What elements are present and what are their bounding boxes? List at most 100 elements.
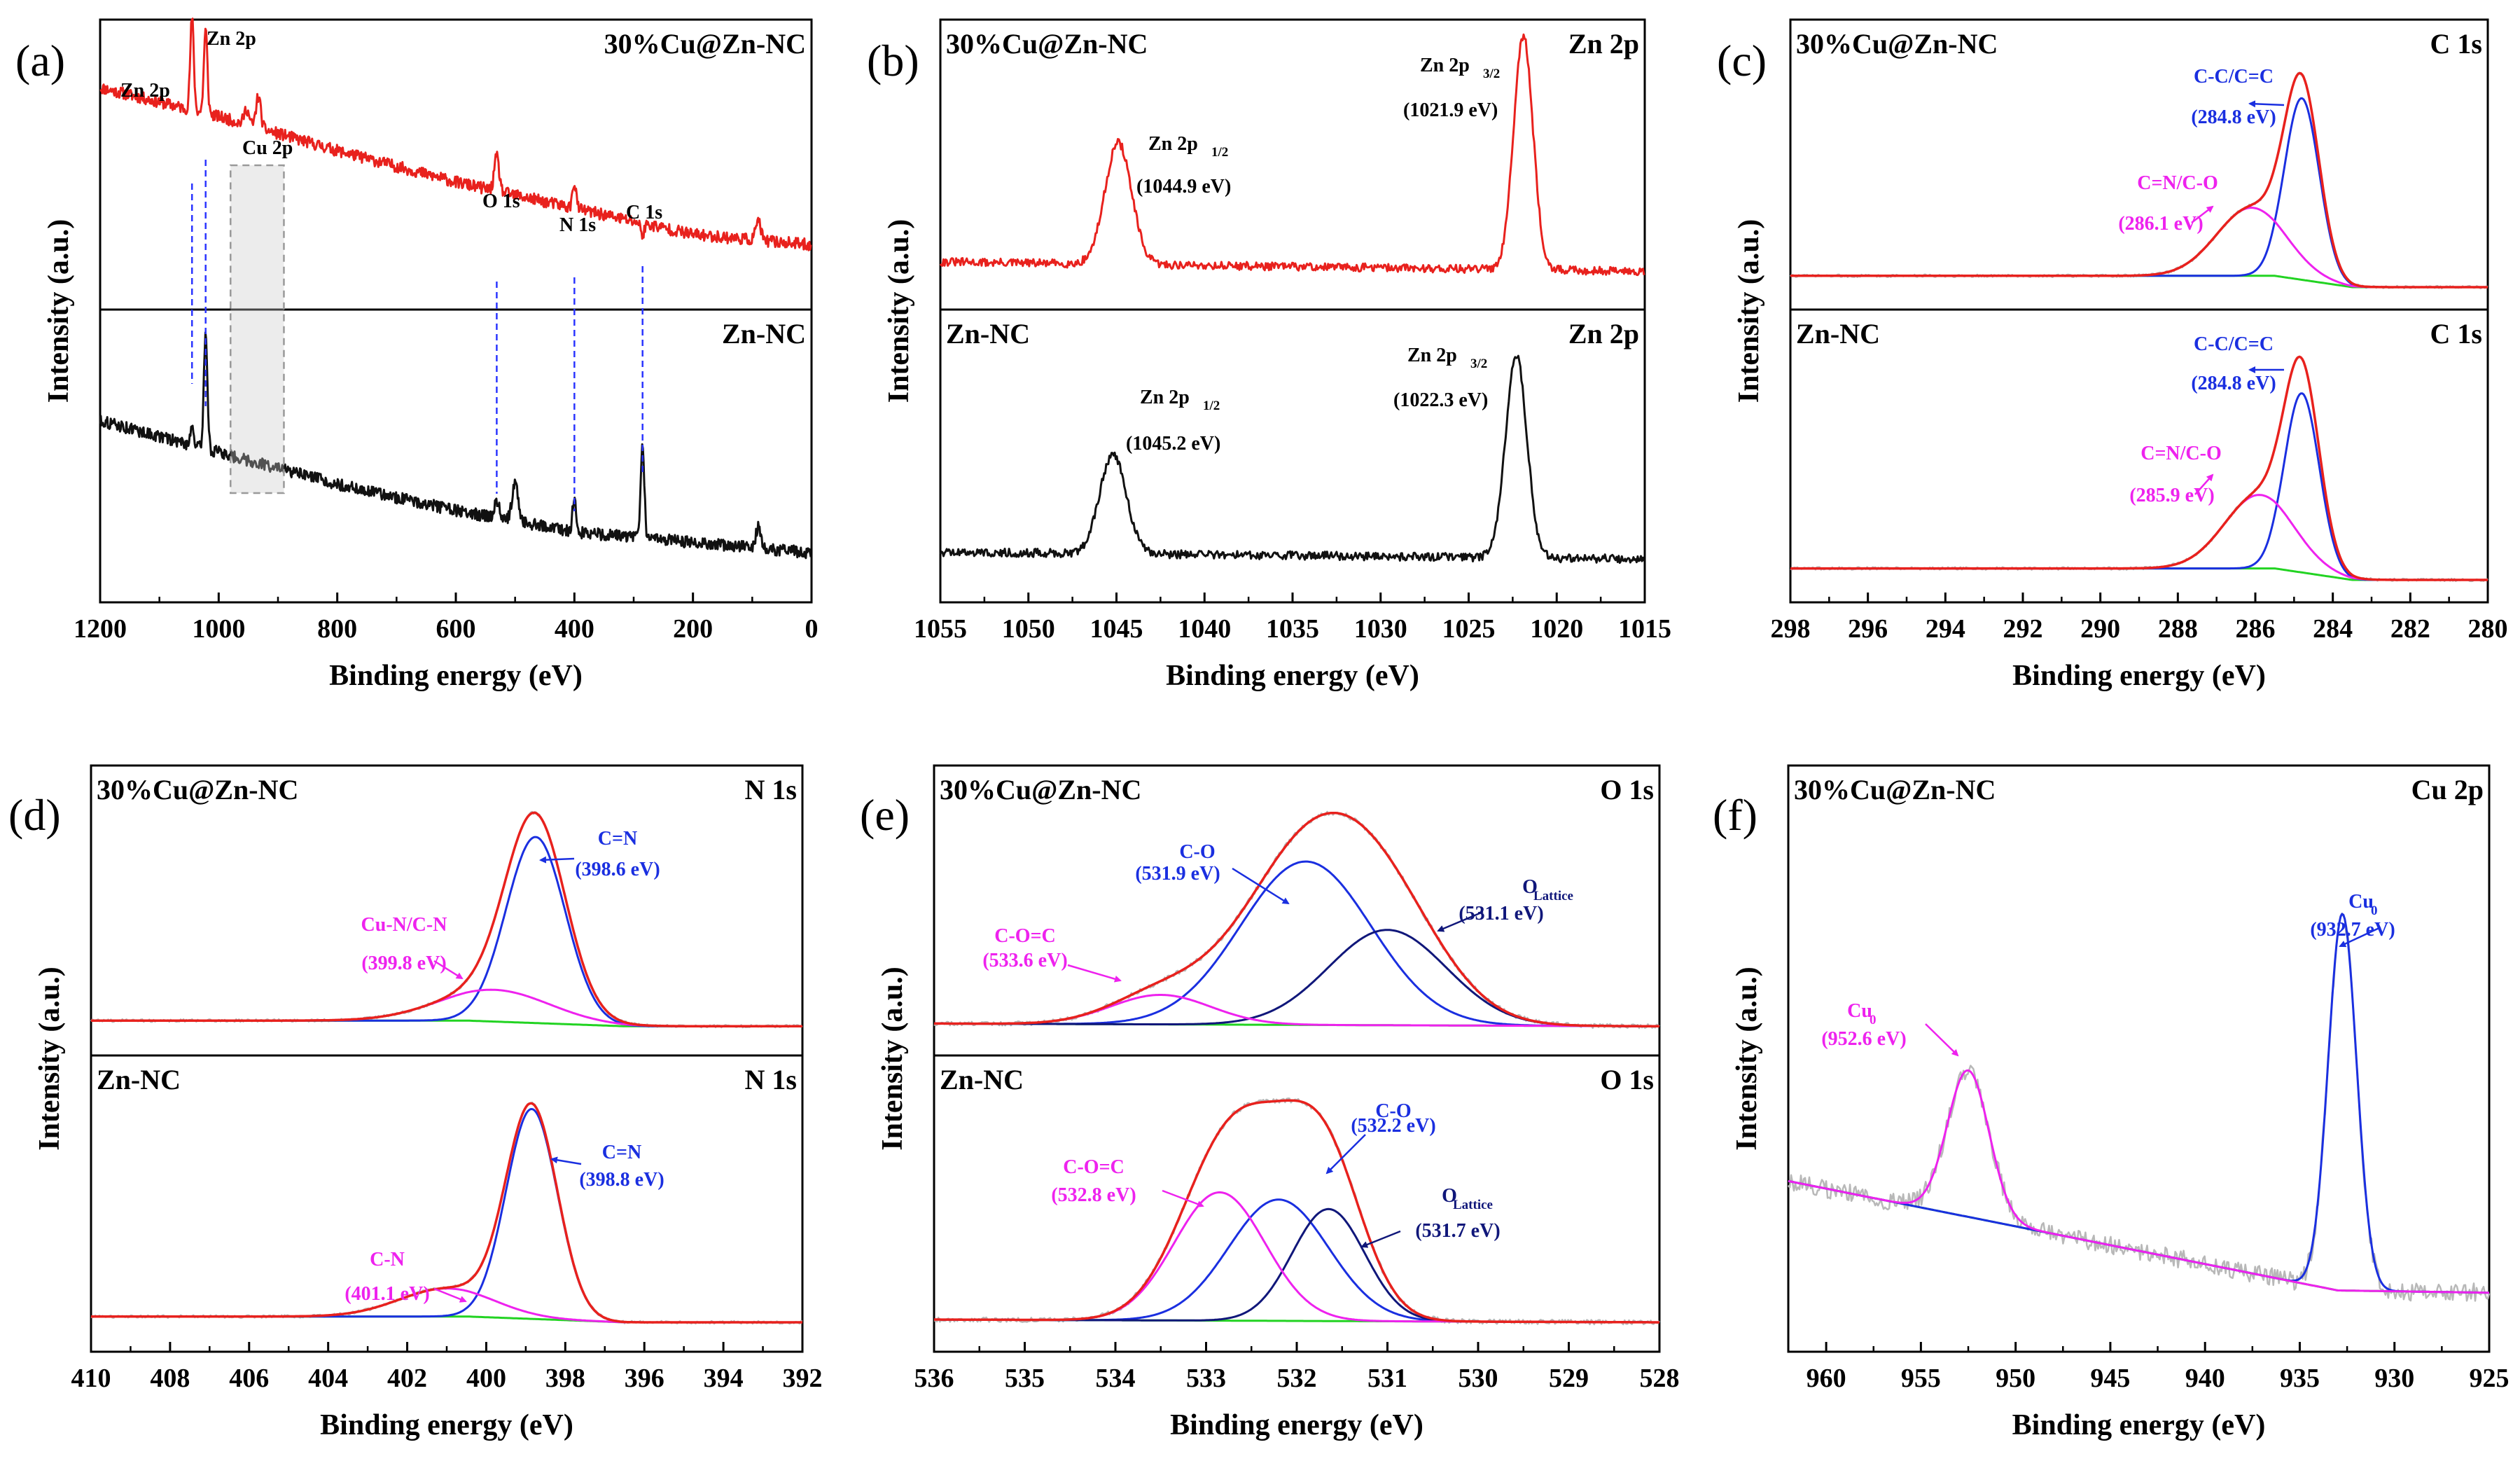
raw-data-line — [1790, 355, 2488, 583]
x-axis-label: Binding energy (eV) — [320, 1409, 573, 1441]
panel-element: N 1s — [745, 774, 797, 805]
x-tick-label: 400 — [555, 614, 594, 644]
x-tick-label: 1050 — [1002, 614, 1055, 644]
component-label: C-C/C=C — [2194, 333, 2274, 355]
panel-sample-name: Zn-NC — [97, 1064, 181, 1095]
component-label: C=N — [602, 1142, 641, 1163]
spectrum-line — [939, 33, 1645, 277]
component-label-subscript: 0 — [1870, 1013, 1877, 1027]
peak-label: N 1s — [559, 214, 596, 236]
peak-position: (1045.2 eV) — [1126, 433, 1220, 455]
x-tick-label: 298 — [1771, 614, 1811, 644]
x-tick-label: 292 — [2003, 614, 2043, 644]
x-tick-label: 960 — [1807, 1364, 1846, 1393]
x-tick-label: 1040 — [1178, 614, 1231, 644]
x-tick-label: 529 — [1549, 1364, 1589, 1393]
x-tick-label: 408 — [150, 1364, 190, 1393]
x-tick-label: 925 — [2470, 1364, 2509, 1393]
component-arrow — [550, 1156, 582, 1165]
component-position: (284.8 eV) — [2191, 106, 2276, 128]
panel-element: Zn 2p — [1568, 318, 1639, 349]
panel-sample-name: 30%Cu@Zn-NC — [1794, 774, 1996, 805]
series-line-zn-nc — [99, 331, 812, 560]
x-tick-label: 955 — [1901, 1364, 1941, 1393]
peak-label: Zn 2p — [207, 28, 256, 50]
peak-label: O 1s — [482, 191, 520, 212]
x-tick-label: 296 — [1848, 614, 1888, 644]
y-axis-label: Intensity (a.u.) — [43, 219, 75, 403]
x-tick-label: 1025 — [1442, 614, 1496, 644]
x-tick-label: 528 — [1640, 1364, 1680, 1393]
component-position: (399.8 eV) — [361, 953, 446, 974]
fit-envelope-line — [91, 1102, 802, 1324]
y-axis-label: Intensity (a.u.) — [1733, 219, 1765, 403]
panel-element: Cu 2p — [2411, 774, 2484, 805]
fit-envelope-line — [1790, 71, 2488, 289]
fit-envelope-line — [934, 811, 1659, 1028]
peak-label: Zn 2p — [1148, 133, 1198, 155]
component-position: (398.6 eV) — [575, 859, 660, 880]
x-tick-label: 1015 — [1618, 614, 1671, 644]
component-arrow — [2248, 100, 2285, 108]
component-label: O — [1522, 876, 1538, 898]
panel-element: C 1s — [2430, 318, 2482, 349]
peak-label: Zn 2p — [1140, 387, 1190, 408]
x-tick-label: 280 — [2468, 614, 2508, 644]
panel-element: C 1s — [2430, 28, 2482, 60]
x-tick-label: 392 — [783, 1364, 823, 1393]
x-tick-label: 945 — [2090, 1364, 2130, 1393]
peak-position: (1044.9 eV) — [1136, 176, 1231, 198]
plot-frame — [1787, 764, 2491, 1353]
component-arrow — [433, 960, 464, 980]
component-label-subscript: Lattice — [1533, 889, 1573, 903]
component-position: (286.1 eV) — [2118, 213, 2203, 235]
panel-letter: (c) — [1717, 36, 1767, 85]
component-arrow — [1067, 964, 1122, 983]
panel-letter: (d) — [8, 790, 61, 840]
component-label: O — [1442, 1185, 1457, 1207]
x-tick-label: 1045 — [1090, 614, 1143, 644]
component-arrow — [1925, 1023, 1959, 1057]
peak-label-subscript: 1/2 — [1203, 399, 1220, 413]
component-arrow — [1162, 1189, 1204, 1207]
panel-sample-name: Zn-NC — [946, 318, 1030, 349]
component-position: (952.6 eV) — [1821, 1028, 1906, 1050]
x-tick-label: 286 — [2236, 614, 2276, 644]
component-label: C-N — [370, 1249, 405, 1270]
chart-c: 298 296 294 292 290 288 286 284 282 280 Binding en… — [1717, 18, 2508, 692]
fit-envelope-line — [91, 811, 802, 1028]
fit-component-line — [1788, 913, 2489, 1294]
component-position: (284.8 eV) — [2191, 373, 2276, 394]
x-tick-label: 0 — [805, 614, 819, 644]
peak-label-subscript: 3/2 — [1483, 67, 1500, 81]
fit-component-line — [1788, 1069, 2489, 1294]
x-tick-label: 1020 — [1530, 614, 1583, 644]
x-tick-label: 600 — [436, 614, 476, 644]
fit-component-line — [934, 1198, 1659, 1324]
cu-region-highlight — [230, 164, 285, 494]
fit-envelope-line — [1790, 355, 2488, 581]
x-tick-label: 394 — [704, 1364, 744, 1393]
component-position: (932.7 eV) — [2310, 919, 2395, 941]
panel-sample-name: Zn-NC — [1796, 318, 1880, 349]
chart-f: 960 955 950 945 940 935 930 925 Binding energy (… — [1713, 764, 2509, 1441]
x-tick-label: 284 — [2313, 614, 2353, 644]
x-tick-label: 396 — [625, 1364, 664, 1393]
peak-label-subscript: 1/2 — [1211, 145, 1228, 160]
component-arrow — [539, 856, 575, 864]
peak-label: C 1s — [626, 202, 662, 223]
x-tick-label: 294 — [1926, 614, 1965, 644]
raw-data-line — [1787, 913, 2491, 1302]
component-arrow — [2194, 473, 2214, 495]
component-label: C-O — [1375, 1100, 1411, 1122]
y-axis-label: Intensity (a.u.) — [883, 219, 915, 403]
fit-envelope-line — [934, 1099, 1659, 1324]
x-tick-label: 290 — [2080, 614, 2120, 644]
component-position: (531.9 eV) — [1135, 863, 1220, 885]
series-line-cu-zn-nc — [99, 18, 812, 251]
raw-data-line — [90, 1101, 803, 1325]
x-tick-label: 404 — [308, 1364, 348, 1393]
x-tick-label: 950 — [1996, 1364, 2035, 1393]
component-position: (531.7 eV) — [1415, 1220, 1500, 1242]
component-label: C-O — [1179, 841, 1215, 863]
